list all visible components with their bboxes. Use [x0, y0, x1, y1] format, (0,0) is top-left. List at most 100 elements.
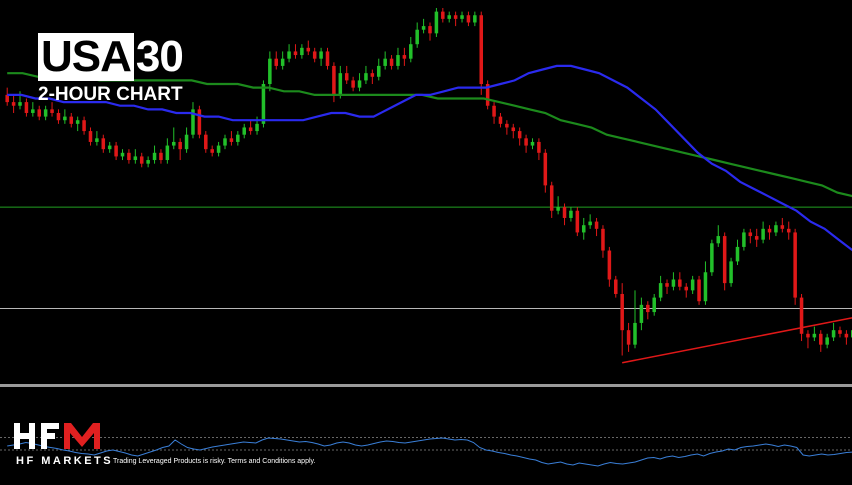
candle-body: [357, 80, 362, 88]
candle: [703, 261, 708, 305]
candle-body: [639, 304, 644, 323]
candle: [620, 283, 624, 356]
candle: [774, 221, 778, 237]
logo-m-icon: [64, 423, 100, 449]
candle: [690, 275, 695, 294]
candle-body: [748, 232, 753, 237]
panel-separator: [0, 384, 852, 387]
candle-body: [581, 225, 586, 233]
candle-body: [120, 152, 125, 157]
candle: [216, 141, 221, 157]
candle-body: [441, 11, 445, 19]
candle: [735, 239, 740, 266]
candle-body: [133, 156, 138, 161]
candle-body: [447, 15, 451, 19]
candle: [658, 275, 663, 302]
candle: [152, 145, 157, 164]
candle-body: [665, 283, 669, 287]
candle-body: [485, 84, 490, 106]
candle-body: [569, 210, 573, 218]
candle: [812, 326, 817, 342]
candle: [351, 76, 355, 92]
candle: [43, 105, 48, 121]
candle-body: [754, 236, 759, 240]
candle: [473, 11, 477, 27]
candle: [428, 22, 432, 41]
candle-body: [5, 94, 9, 103]
candle: [165, 138, 170, 164]
candle-body: [319, 51, 323, 59]
candle-body: [658, 283, 663, 298]
candle-body: [633, 322, 637, 345]
candle: [370, 69, 375, 85]
candle-body: [197, 109, 202, 135]
candle-body: [312, 51, 317, 59]
candle-body: [159, 152, 163, 161]
candle: [306, 40, 311, 56]
candle: [383, 51, 387, 70]
candle: [5, 87, 9, 106]
candle-body: [588, 221, 592, 226]
separator-bar: [0, 384, 852, 387]
risk-disclaimer: Trading Leveraged Products is risky. Ter…: [113, 458, 316, 465]
candle: [242, 123, 246, 139]
candle-body: [825, 337, 829, 345]
candle-body: [88, 131, 93, 142]
candle-body: [690, 279, 695, 291]
candle-body: [703, 272, 708, 302]
candle-body: [434, 11, 439, 34]
hfm-logo: [14, 423, 100, 449]
candle-body: [793, 232, 797, 298]
candle: [684, 283, 689, 298]
candle: [492, 102, 496, 124]
candle: [95, 131, 99, 146]
candle: [421, 18, 426, 34]
candle: [505, 120, 509, 135]
candle-body: [742, 232, 746, 247]
candle: [146, 156, 150, 168]
candle: [357, 73, 362, 92]
candle-body: [786, 228, 791, 233]
candle: [229, 131, 234, 146]
candle-body: [537, 141, 541, 153]
candle: [248, 120, 253, 135]
slow-moving-average-line: [7, 72, 852, 198]
candle-body: [306, 47, 311, 52]
candle: [722, 232, 727, 291]
candle: [825, 333, 829, 349]
candle-body: [844, 333, 849, 338]
candle: [236, 131, 240, 146]
candle-body: [697, 279, 701, 302]
candle: [831, 322, 836, 342]
candle-body: [594, 221, 599, 229]
candle: [434, 8, 439, 37]
candle: [293, 44, 298, 59]
candle-body: [178, 141, 182, 150]
candle-body: [376, 65, 381, 77]
candle-body: [575, 210, 580, 233]
candle-body: [242, 127, 246, 135]
candle: [37, 105, 41, 121]
candle-body: [24, 102, 29, 113]
candle-body: [338, 73, 343, 95]
candle-body: [325, 51, 330, 66]
candle: [633, 290, 637, 349]
candle-body: [261, 84, 266, 124]
candle: [601, 225, 605, 258]
moving-averages: [7, 64, 852, 252]
chart-subtitle: 2-HOUR CHART: [38, 84, 183, 105]
candle: [838, 326, 842, 338]
candle-body: [255, 123, 259, 132]
candle: [549, 181, 554, 218]
logo-text: HF MARKETS: [16, 455, 114, 467]
candle-body: [620, 293, 624, 331]
candle-body: [530, 141, 535, 146]
candle: [114, 141, 118, 161]
candle: [511, 123, 516, 139]
candle: [786, 221, 791, 240]
candle: [402, 47, 407, 66]
candle: [537, 138, 541, 161]
candle-body: [69, 116, 74, 124]
candle: [389, 55, 394, 70]
candle: [63, 109, 67, 124]
